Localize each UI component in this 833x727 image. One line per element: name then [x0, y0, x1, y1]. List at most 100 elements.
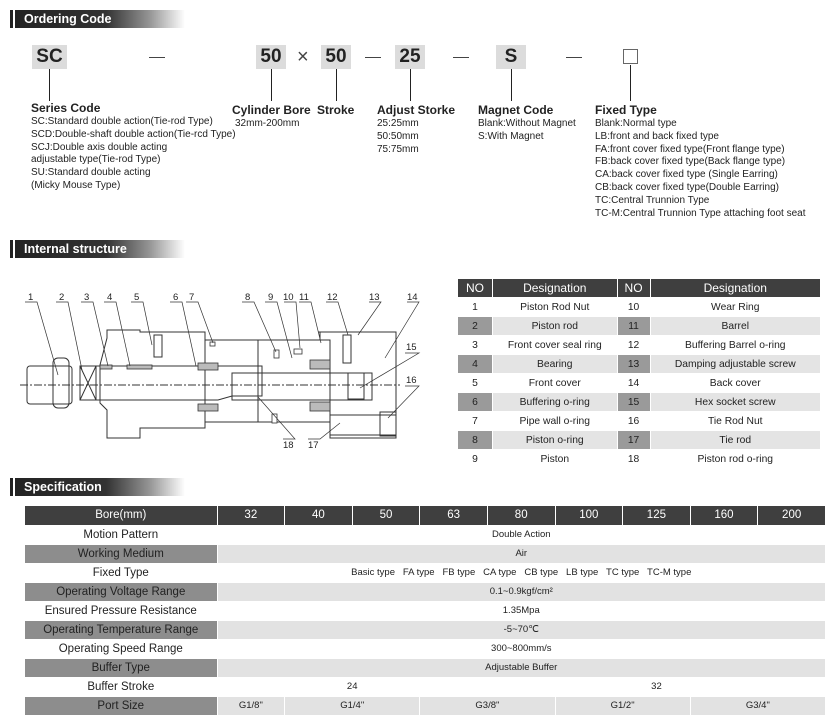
section-header-ordering-code: Ordering Code	[10, 10, 185, 28]
part-designation: Front cover seal ring	[491, 335, 618, 355]
spec-row-pressure: Ensured Pressure Resistance 1.35Mpa	[25, 601, 827, 621]
row-label: Working Medium	[25, 544, 218, 564]
part-designation: Tie rod	[649, 430, 822, 450]
part-number: 10	[616, 297, 651, 317]
parts-row: 2 Piston rod 11 Barrel	[457, 316, 822, 336]
part-number: 11	[616, 316, 651, 336]
parts-row: 5 Front cover 14 Back cover	[457, 373, 822, 393]
callout-18: 18	[283, 440, 294, 451]
parts-table: NO Designation NO Designation 1 Piston Ro…	[457, 278, 822, 469]
row-value: 24	[217, 677, 488, 697]
code-stroke: 50	[321, 45, 351, 69]
part-number: 5	[457, 373, 493, 393]
bore-value: 160	[690, 506, 759, 526]
damping-adjustable-screw	[342, 334, 352, 364]
spec-row-buffer-type: Buffer Type Adjustable Buffer	[25, 658, 827, 678]
parts-row: 8 Piston o-ring 17 Tie rod	[457, 430, 822, 450]
spec-row-voltage: Operating Voltage Range 0.1~0.9kgf/cm²	[25, 582, 827, 602]
callout-13: 13	[369, 292, 380, 303]
bore-value: 200	[757, 506, 826, 526]
magnet-code-title: Magnet Code	[478, 103, 554, 117]
series-code-title: Series Code	[31, 101, 101, 115]
parts-row: 6 Buffering o-ring 15 Hex socket screw	[457, 392, 822, 412]
row-label: Port Size	[25, 696, 218, 716]
row-value: Basic type FA type FB type CA type CB ty…	[217, 563, 827, 583]
leader-line	[271, 69, 272, 101]
front-cover	[99, 329, 206, 439]
desc-line: adjustable type(Tie-rod Type)	[31, 154, 161, 166]
barrel	[205, 339, 331, 423]
adjust-stroke-title: Adjust Storke	[377, 103, 456, 117]
part-number: 6	[457, 392, 493, 412]
col-header-designation: Designation	[649, 278, 822, 298]
piston-rod-nut	[52, 357, 70, 409]
cylinder-bore-desc: 32mm-200mm	[235, 118, 300, 129]
spec-header-row: Bore(mm) 32 40 50 63 80 100 125 160 200	[25, 506, 826, 526]
hex-socket-screw-bore	[231, 372, 373, 401]
desc-line: TC-M:Central Trunnion Type attaching foo…	[595, 207, 806, 219]
bore-value: 63	[419, 506, 488, 526]
callout-1: 1	[28, 292, 33, 303]
row-value: G1/4"	[284, 696, 421, 716]
callout-5: 5	[134, 292, 139, 303]
callout-7: 7	[189, 292, 194, 303]
part-number: 15	[616, 392, 651, 412]
row-label: Buffer Type	[25, 658, 218, 678]
callout-2: 2	[59, 292, 64, 303]
buffering-barrel-o-ring	[309, 359, 331, 370]
desc-line: (Micky Mouse Type)	[31, 179, 121, 191]
col-header-no: NO	[616, 278, 651, 298]
row-value: 1.35Mpa	[217, 601, 827, 621]
part-designation: Piston rod	[491, 316, 618, 336]
desc-line: CB:back cover fixed type(Double Earring)	[595, 181, 779, 193]
col-header-designation: Designation	[491, 278, 618, 298]
section-header-specification: Specification	[10, 478, 185, 496]
part-designation: Tie Rod Nut	[649, 411, 822, 431]
row-value: 0.1~0.9kgf/cm²	[217, 582, 827, 602]
fixed-type-title: Fixed Type	[595, 103, 657, 117]
row-label: Buffer Stroke	[25, 677, 218, 697]
rod-thread	[26, 365, 73, 405]
code-magnet: S	[496, 45, 526, 69]
dash	[149, 57, 165, 58]
spec-row-buffer-stroke: Buffer Stroke 24 32	[25, 677, 827, 697]
cylinder-bore-title: Cylinder Bore	[232, 103, 311, 117]
bore-value: 125	[622, 506, 691, 526]
code-series: SC	[32, 45, 67, 69]
leader-line	[49, 69, 50, 101]
row-value: G3/8"	[419, 696, 556, 716]
callout-9: 9	[268, 292, 273, 303]
bore-value: 100	[555, 506, 624, 526]
spec-row-speed: Operating Speed Range 300~800mm/s	[25, 639, 827, 659]
part-designation: Buffering Barrel o-ring	[649, 335, 822, 355]
row-label: Operating Voltage Range	[25, 582, 218, 602]
row-value: G3/4"	[690, 696, 827, 716]
part-designation: Piston rod o-ring	[649, 449, 822, 469]
row-label: Motion Pattern	[25, 525, 218, 545]
col-header-no: NO	[457, 278, 493, 298]
section-header-internal-structure: Internal structure	[10, 240, 185, 258]
desc-line: 75:75mm	[377, 143, 419, 155]
code-fixed-blank	[623, 49, 638, 64]
desc-line: S:With Magnet	[478, 130, 544, 142]
bearing	[126, 364, 153, 370]
callout-15: 15	[406, 342, 417, 353]
part-number: 17	[616, 430, 651, 450]
part-number: 2	[457, 316, 493, 336]
spec-row-motion-pattern: Motion Pattern Double Action	[25, 525, 827, 545]
part-number: 12	[616, 335, 651, 355]
specification-table: Bore(mm) 32 40 50 63 80 100 125 160 200 …	[25, 506, 827, 716]
leader-line	[410, 69, 411, 101]
part-designation: Bearing	[491, 354, 618, 374]
leader-line	[511, 69, 512, 101]
parts-row: 7 Pipe wall o-ring 16 Tie Rod Nut	[457, 411, 822, 431]
cylinder-cross-section-diagram: 1 2 3 4 5 6 7 8 9 10 11 12 13 14 15 16 1…	[20, 292, 421, 451]
desc-line: Blank:Without Magnet	[478, 118, 576, 129]
part-number: 18	[616, 449, 651, 469]
part-designation: Barrel	[649, 316, 822, 336]
series-code-desc: SC:Standard double action(Tie-rod Type) …	[31, 116, 236, 193]
desc-line: SCD:Double-shaft double action(Tie-rcd T…	[31, 128, 236, 140]
part-number: 1	[457, 297, 493, 317]
part-designation: Front cover	[491, 373, 618, 393]
callout-12: 12	[327, 292, 338, 303]
